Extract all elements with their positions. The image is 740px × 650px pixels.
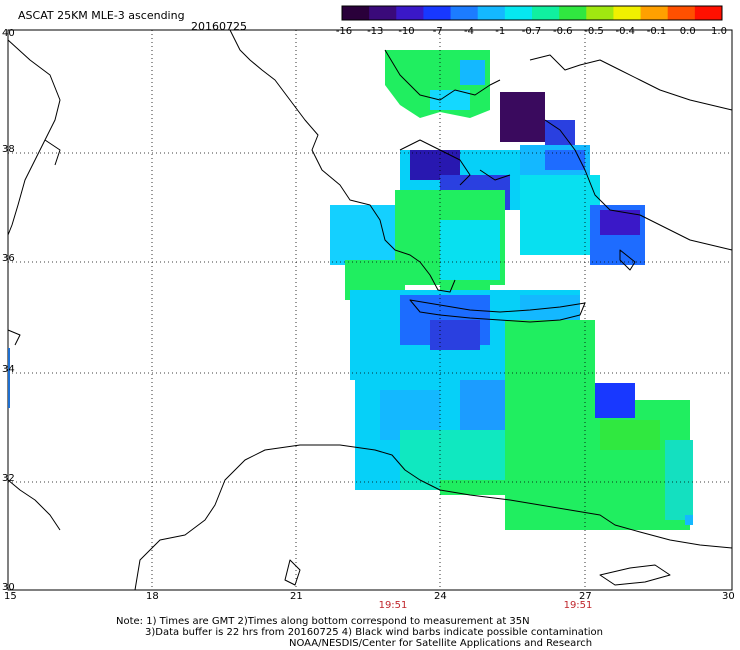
colorbar-swatch <box>640 6 669 20</box>
colorbar-swatch <box>450 6 479 20</box>
coastlines <box>7 29 733 591</box>
colorbar-label: -1 <box>495 26 506 37</box>
swath-west <box>330 205 400 265</box>
lon-label-21: 21 <box>290 591 303 602</box>
colorbar-label: 1.0 <box>711 26 727 37</box>
colorbar-label: -13 <box>367 26 384 37</box>
colorbar-swatch <box>532 6 560 20</box>
coast-greece-west <box>229 29 456 293</box>
coast-africa <box>134 444 733 591</box>
lon-label-15: 15 <box>4 591 17 602</box>
lon-label-24: 24 <box>434 591 447 602</box>
colorbar <box>341 5 723 21</box>
colorbar-label: -0.4 <box>615 26 636 37</box>
colorbar-label: -10 <box>398 26 415 37</box>
colorbar-label: -16 <box>335 26 353 37</box>
colorbar-swatch <box>423 6 452 20</box>
colorbar-label: -4 <box>464 26 474 37</box>
note-line-2: 3)Data buffer is 22 hrs from 20160725 4)… <box>145 627 603 638</box>
swath-dark-block <box>500 92 545 142</box>
colorbar-swatch <box>369 6 397 20</box>
lon-label-18: 18 <box>146 591 159 602</box>
map-frame <box>7 29 733 591</box>
colorbar-swatch <box>504 6 533 20</box>
colorbar-swatch <box>477 6 506 20</box>
colorbar-swatch <box>667 6 696 20</box>
colorbar-swatch <box>559 6 587 20</box>
lon-label-30: 30 <box>722 591 735 602</box>
lat-label-30: 30 <box>2 582 15 593</box>
coast-turkey <box>529 54 733 111</box>
colorbar-label: -7 <box>432 26 443 37</box>
time-label-2: 19:51 <box>563 600 593 611</box>
colorbar-swatch <box>342 6 370 20</box>
colorbar-label: -0.5 <box>584 26 604 37</box>
lat-label-34: 34 <box>2 364 15 375</box>
time-label-1: 19:51 <box>378 600 408 611</box>
lat-label-40: 40 <box>2 28 15 39</box>
colorbar-frame <box>341 5 723 21</box>
grid <box>8 30 732 590</box>
colorbar-swatch <box>694 6 723 20</box>
colorbar-swatch <box>396 6 424 20</box>
coast-crete <box>409 299 586 323</box>
lat-label-38: 38 <box>2 144 15 155</box>
swath-data <box>330 50 693 530</box>
map-title: ASCAT 25KM MLE-3 ascending <box>18 9 185 22</box>
lon-label-27: 27 <box>579 591 592 602</box>
coast-italy <box>7 39 61 236</box>
colorbar-label: -0.1 <box>646 26 667 37</box>
lat-label-32: 32 <box>2 473 15 484</box>
note-line-1: Note: 1) Times are GMT 2)Times along bot… <box>116 616 530 627</box>
colorbar-label: -0.6 <box>552 26 573 37</box>
colorbar-label: 0.0 <box>679 26 696 37</box>
swath-green-east <box>505 320 595 530</box>
lat-label-36: 36 <box>2 253 15 264</box>
note-line-3: NOAA/NESDIS/Center for Satellite Applica… <box>289 638 593 649</box>
colorbar-label: -0.7 <box>521 26 542 37</box>
colorbar-swatch <box>613 6 642 20</box>
colorbar-swatch <box>586 6 614 20</box>
